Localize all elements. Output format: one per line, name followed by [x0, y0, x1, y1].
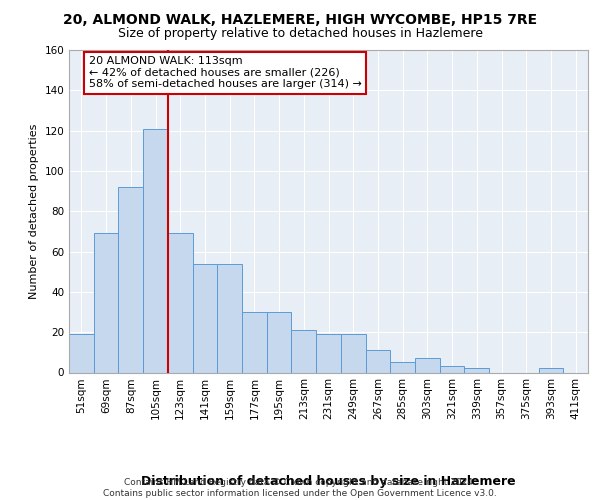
Bar — [168, 234, 193, 372]
Text: 20 ALMOND WALK: 113sqm
← 42% of detached houses are smaller (226)
58% of semi-de: 20 ALMOND WALK: 113sqm ← 42% of detached… — [89, 56, 362, 89]
Bar — [341, 334, 365, 372]
Bar — [69, 334, 94, 372]
Bar — [193, 264, 217, 372]
Text: Size of property relative to detached houses in Hazlemere: Size of property relative to detached ho… — [118, 28, 482, 40]
Bar — [464, 368, 489, 372]
Bar — [365, 350, 390, 372]
Bar — [415, 358, 440, 372]
Bar — [118, 187, 143, 372]
Text: 20, ALMOND WALK, HAZLEMERE, HIGH WYCOMBE, HP15 7RE: 20, ALMOND WALK, HAZLEMERE, HIGH WYCOMBE… — [63, 12, 537, 26]
Bar — [539, 368, 563, 372]
Bar — [440, 366, 464, 372]
Bar — [94, 234, 118, 372]
X-axis label: Distribution of detached houses by size in Hazlemere: Distribution of detached houses by size … — [141, 475, 516, 488]
Bar — [267, 312, 292, 372]
Text: Contains HM Land Registry data © Crown copyright and database right 2024.
Contai: Contains HM Land Registry data © Crown c… — [103, 478, 497, 498]
Bar — [316, 334, 341, 372]
Bar — [143, 128, 168, 372]
Bar — [292, 330, 316, 372]
Bar — [390, 362, 415, 372]
Y-axis label: Number of detached properties: Number of detached properties — [29, 124, 39, 299]
Bar — [217, 264, 242, 372]
Bar — [242, 312, 267, 372]
